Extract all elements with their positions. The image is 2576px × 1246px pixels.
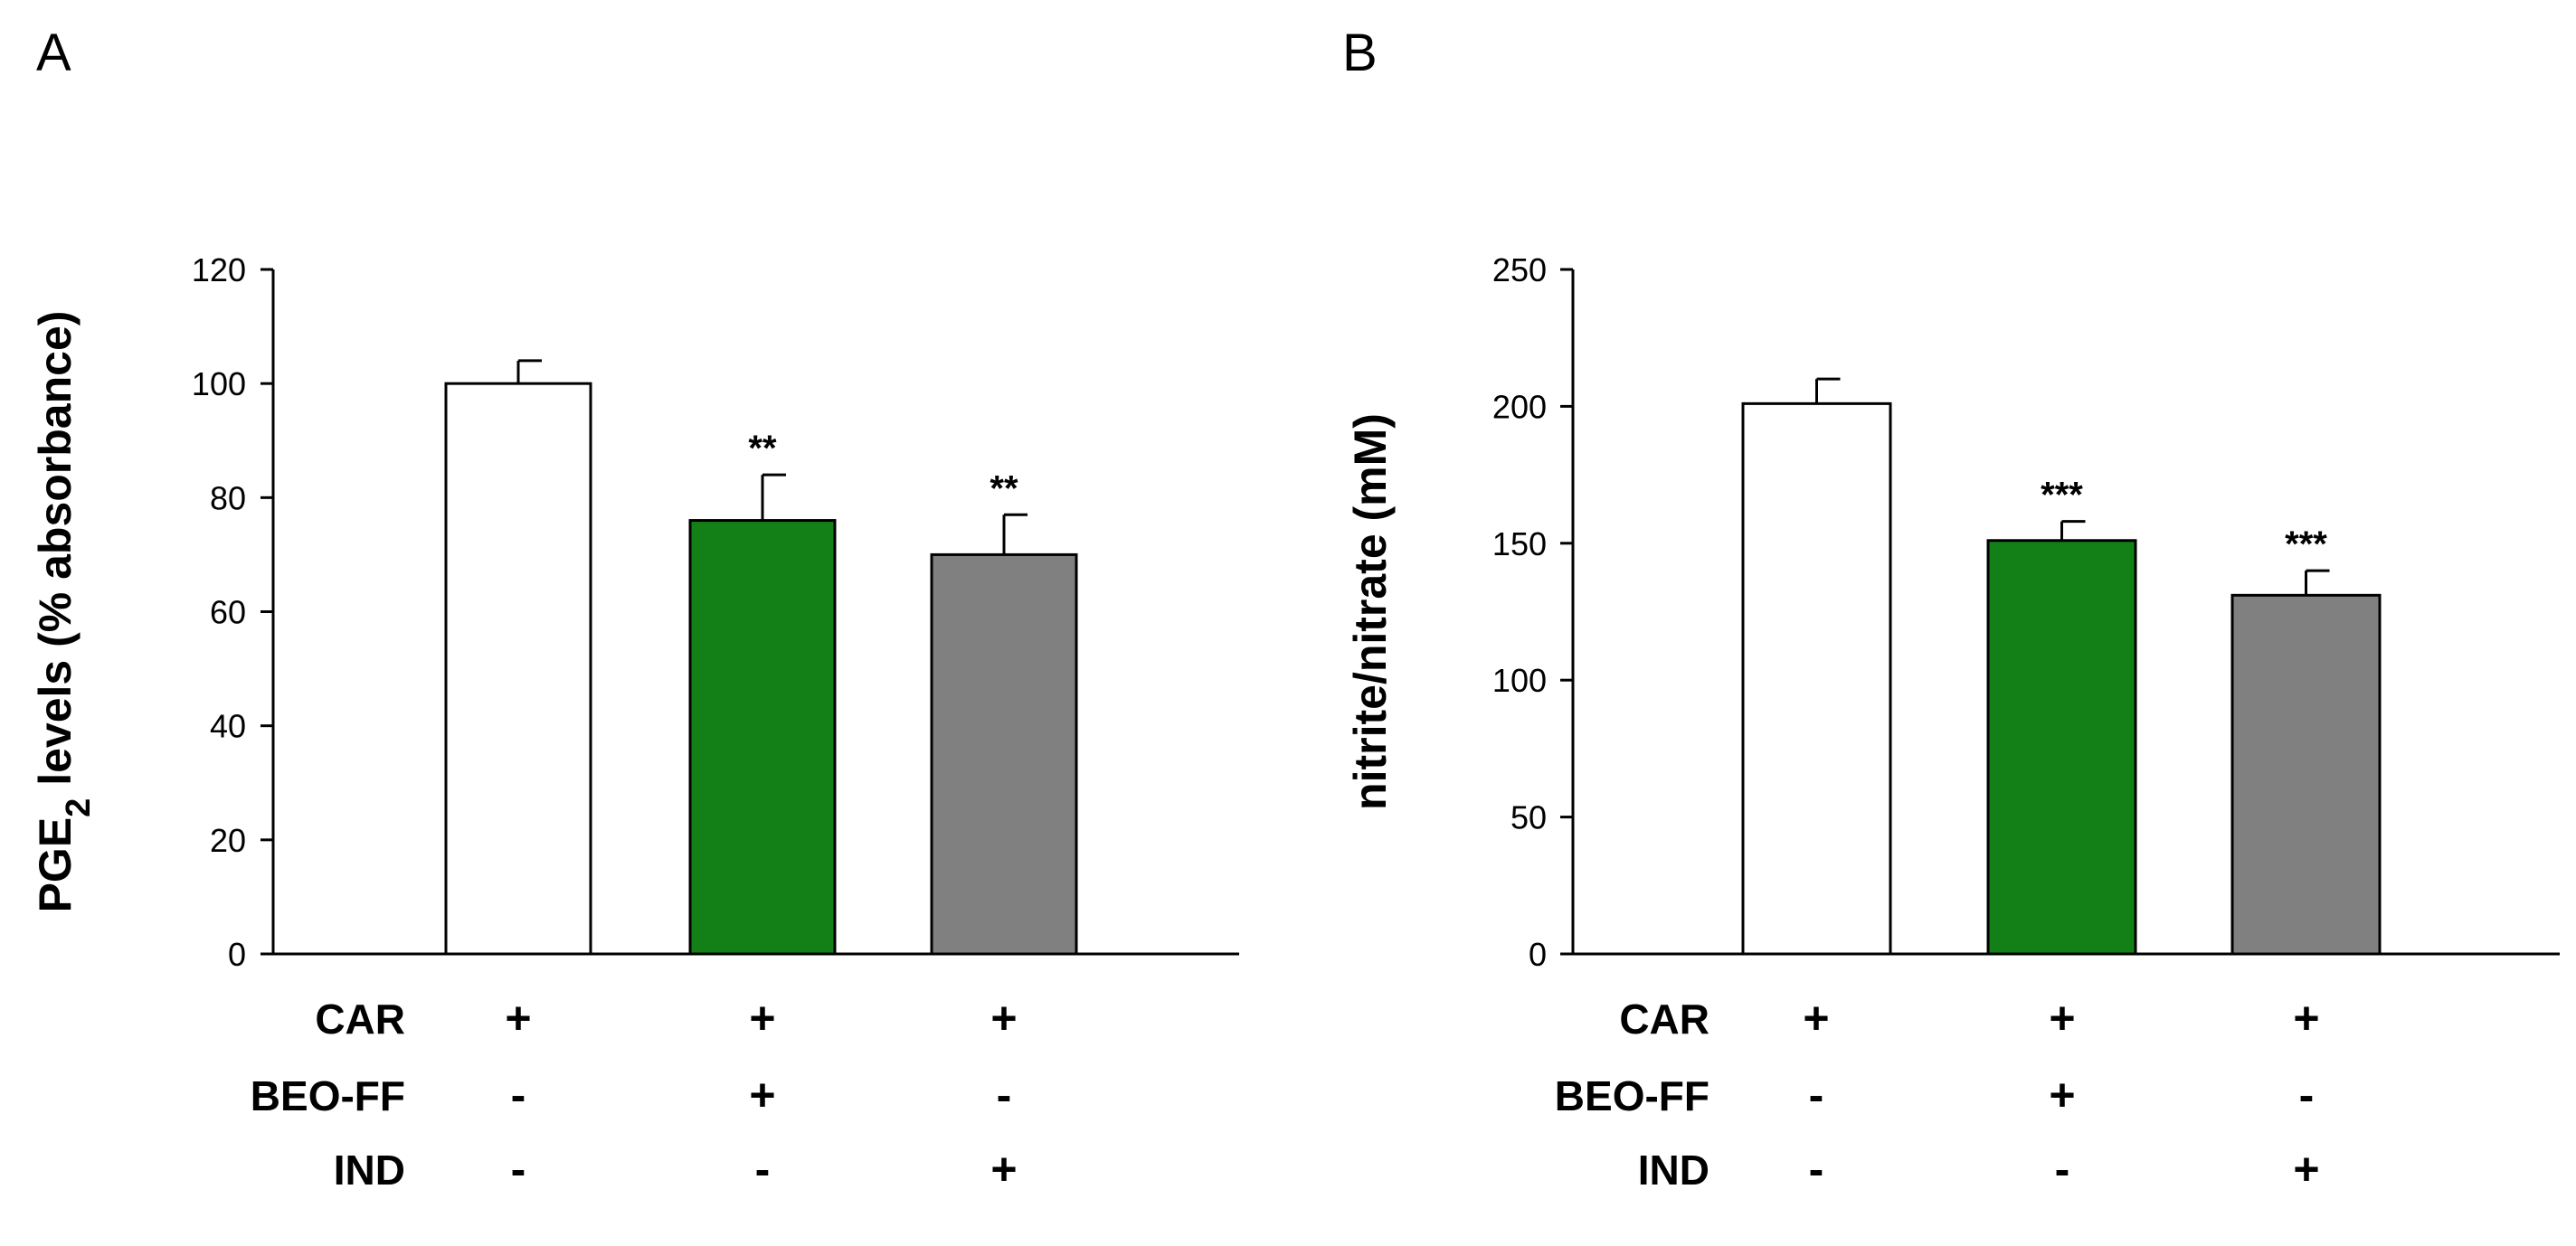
treatment-sign: + xyxy=(990,993,1017,1043)
treatment-sign: - xyxy=(511,1070,526,1120)
treatment-sign: + xyxy=(1803,993,1829,1043)
treatment-sign: + xyxy=(749,1070,775,1120)
treatment-sign: + xyxy=(2049,993,2075,1043)
y-axis-label: PGE2 levels (% absorbance) xyxy=(30,311,98,913)
treatment-sign: - xyxy=(997,1070,1012,1120)
bar-3 xyxy=(930,552,1078,956)
y-tick-label: 100 xyxy=(192,365,246,402)
treatment-sign: - xyxy=(755,1144,771,1194)
treatment-sign: - xyxy=(2299,1070,2315,1120)
bar-2 xyxy=(688,519,837,956)
treatment-sign: - xyxy=(1809,1144,1824,1194)
y-tick-label: 50 xyxy=(1511,799,1547,836)
treatment-sign: + xyxy=(749,993,775,1043)
y-tick-label: 120 xyxy=(192,251,246,288)
significance-marker-2: ** xyxy=(748,429,777,468)
treatment-sign: + xyxy=(990,1144,1017,1194)
treatment-label-car: CAR xyxy=(1619,996,1709,1043)
treatment-sign: + xyxy=(2049,1070,2075,1120)
treatment-label-beo-ff: BEO-FF xyxy=(251,1072,405,1119)
treatment-sign: - xyxy=(511,1144,526,1194)
panel-a: A 0 20 40 60 80 100 120 PGE2 levels (% absorbanc… xyxy=(30,24,1239,1194)
treatment-label-beo-ff: BEO-FF xyxy=(1555,1072,1709,1119)
treatment-sign: - xyxy=(1809,1070,1824,1120)
treatment-sign: + xyxy=(2293,1144,2319,1194)
y-tick-label: 20 xyxy=(210,822,246,859)
y-axis-label-subscript: 2 xyxy=(60,798,98,817)
treatment-label-ind: IND xyxy=(334,1147,405,1194)
treatment-sign: + xyxy=(2293,993,2319,1043)
y-tick-label: 250 xyxy=(1492,251,1547,288)
significance-marker-3: *** xyxy=(2285,524,2327,564)
y-tick-label: 0 xyxy=(228,936,246,973)
treatment-sign: - xyxy=(2055,1144,2070,1194)
y-tick-label: 200 xyxy=(1492,388,1547,425)
panel-letter: A xyxy=(36,24,71,82)
y-axis-label-part: PGE xyxy=(30,817,80,913)
treatment-label-ind: IND xyxy=(1638,1147,1709,1194)
panel-b: B 0 50 100 150 200 250 nitrite/nitrate (mM) *** *… xyxy=(1342,24,2560,1194)
treatment-sign: + xyxy=(505,993,531,1043)
bar-3 xyxy=(2230,593,2382,956)
y-tick-label: 80 xyxy=(210,479,246,516)
y-tick-label: 0 xyxy=(1529,936,1547,973)
panel-letter: B xyxy=(1342,24,1378,82)
y-tick-label: 40 xyxy=(210,708,246,745)
significance-marker-2: *** xyxy=(2041,476,2083,515)
y-tick-label: 100 xyxy=(1492,662,1547,699)
bar-2 xyxy=(1986,539,2137,956)
treatment-label-car: CAR xyxy=(315,996,405,1043)
y-tick-label: 150 xyxy=(1492,525,1547,562)
bar-1 xyxy=(1741,401,1892,956)
y-axis-label: nitrite/nitrate (mM) xyxy=(1345,413,1396,810)
bar-1 xyxy=(444,382,592,956)
y-tick-label: 60 xyxy=(210,594,246,631)
significance-marker-3: ** xyxy=(990,468,1018,508)
y-axis-label-part: levels (% absorbance) xyxy=(30,311,80,798)
